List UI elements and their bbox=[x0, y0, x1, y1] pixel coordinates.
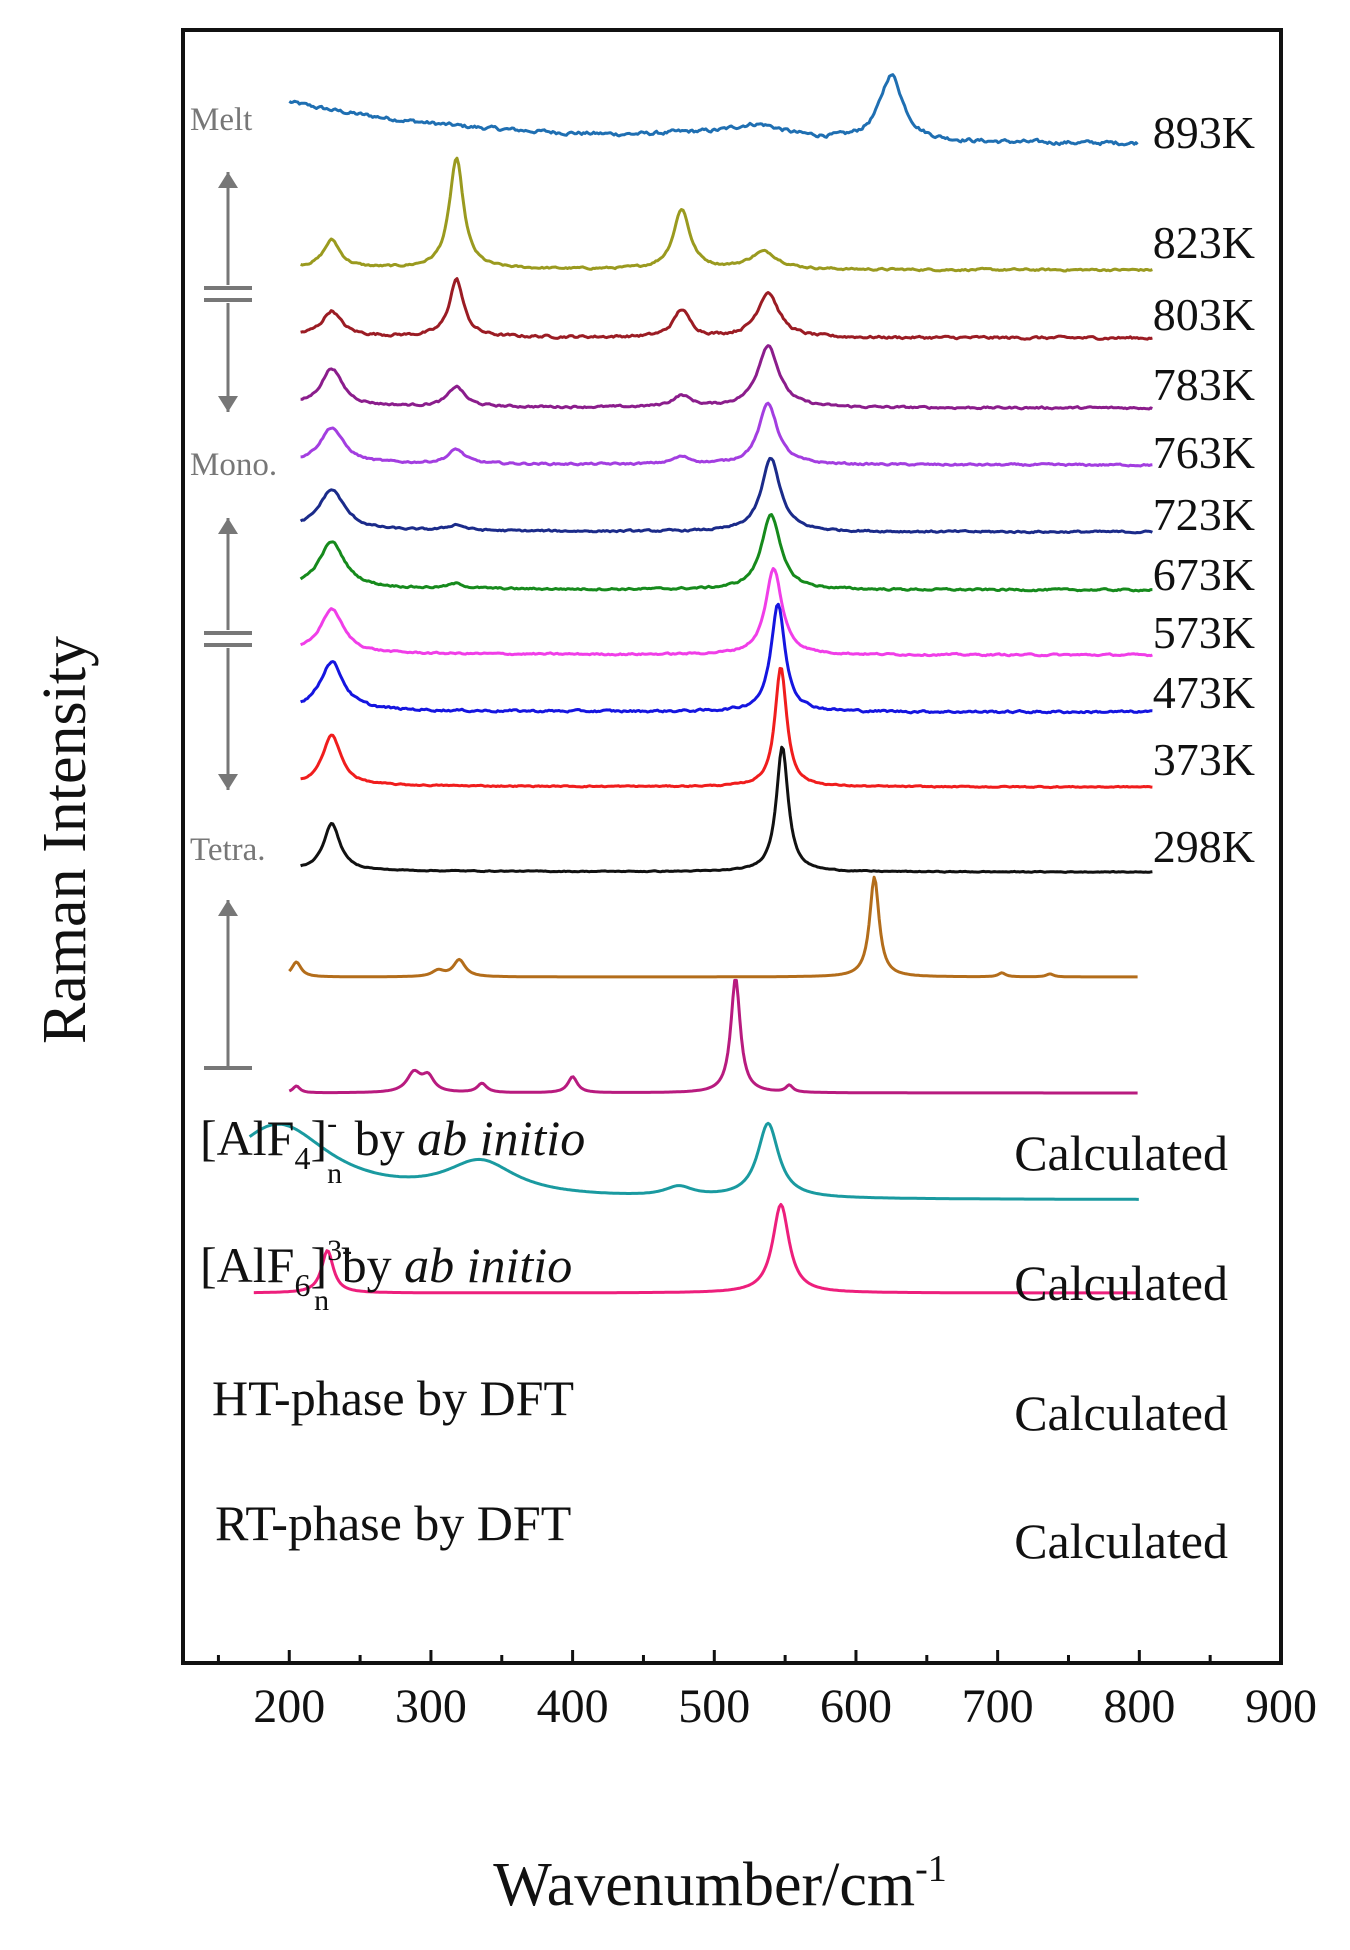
plot-frame bbox=[181, 28, 1283, 1665]
x-tick-label: 400 bbox=[537, 1680, 609, 1733]
spectrum-373k bbox=[300, 666, 1153, 790]
temp-label-823K: 823K bbox=[1153, 217, 1255, 268]
arrow-head bbox=[218, 774, 238, 790]
temp-label-373K: 373K bbox=[1153, 734, 1255, 785]
x-axis-title-superscript: -1 bbox=[915, 1848, 947, 1890]
temp-label-893K: 893K bbox=[1153, 107, 1255, 158]
temp-label-723K: 723K bbox=[1153, 489, 1255, 540]
arrow-head bbox=[218, 900, 238, 916]
x-tick-label: 500 bbox=[678, 1680, 750, 1733]
phase-label-melt: Melt bbox=[190, 102, 252, 138]
temp-label-783K: 783K bbox=[1153, 359, 1255, 410]
calc-name-label: [AlF4]-n by ab initio bbox=[200, 1107, 585, 1190]
calculated-label: Calculated bbox=[1014, 1385, 1228, 1441]
temp-label-803K: 803K bbox=[1153, 289, 1255, 340]
spectrum--alf4-n-by-ab-initio bbox=[288, 875, 1138, 979]
calculated-label: Calculated bbox=[1014, 1125, 1228, 1181]
x-tick-label: 900 bbox=[1245, 1680, 1317, 1733]
temp-label-763K: 763K bbox=[1153, 427, 1255, 478]
spectrum-573k bbox=[300, 567, 1153, 658]
curve-labels: 893K 823K 803K 783K 763K 723K 673K 573K 473K 373K… bbox=[200, 107, 1255, 1569]
spectrum-893k bbox=[288, 73, 1139, 147]
spectrum--alf6-3-n-by-ab-initio bbox=[288, 978, 1138, 1095]
temp-label-298K: 298K bbox=[1153, 821, 1255, 872]
x-axis-title: Wavenumber/cm-1 bbox=[493, 1848, 947, 1919]
spectrum-ht-phase-by-dft bbox=[248, 1121, 1139, 1201]
temp-label-473K: 473K bbox=[1153, 667, 1255, 718]
y-axis-title: Raman Intensity bbox=[31, 636, 99, 1044]
calculated-label: Calculated bbox=[1014, 1255, 1228, 1311]
x-tick-label: 800 bbox=[1103, 1680, 1175, 1733]
x-axis-title-main: Wavenumber/cm bbox=[493, 1851, 915, 1919]
x-tick-label: 600 bbox=[820, 1680, 892, 1733]
arrow-head bbox=[218, 396, 238, 412]
phase-arrows: Melt Mono. Tetra. bbox=[190, 102, 277, 1070]
arrow-head bbox=[218, 172, 238, 188]
spectrum-783k bbox=[300, 344, 1153, 411]
x-axis-ticks: 200 300 400 500 600 700 800 900 bbox=[216, 1650, 1317, 1733]
x-tick-label: 700 bbox=[962, 1680, 1034, 1733]
calculated-label: Calculated bbox=[1014, 1513, 1228, 1569]
spectrum-763k bbox=[300, 401, 1153, 468]
spectrum-803k bbox=[300, 277, 1153, 341]
spectra-group bbox=[248, 73, 1153, 1295]
arrow-head bbox=[218, 518, 238, 534]
spectrum-rt-phase-by-dft bbox=[253, 1203, 1138, 1295]
spectrum-673k bbox=[299, 513, 1153, 593]
temp-label-673K: 673K bbox=[1153, 549, 1255, 600]
calc-name-label: [AlF6]3-n by ab initio bbox=[200, 1234, 572, 1317]
phase-label-mono: Mono. bbox=[190, 447, 277, 483]
calc-name-label: HT-phase by DFT bbox=[212, 1370, 574, 1426]
spectrum-723k bbox=[299, 456, 1153, 535]
spectrum-298k bbox=[300, 745, 1153, 874]
x-tick-label: 200 bbox=[253, 1680, 325, 1733]
x-tick-label: 300 bbox=[395, 1680, 467, 1733]
spectrum-823k bbox=[300, 156, 1153, 273]
calc-name-label: RT-phase by DFT bbox=[215, 1495, 571, 1551]
spectrum-473k bbox=[300, 602, 1153, 715]
temp-label-573K: 573K bbox=[1153, 607, 1255, 658]
phase-label-tetra: Tetra. bbox=[190, 832, 266, 868]
